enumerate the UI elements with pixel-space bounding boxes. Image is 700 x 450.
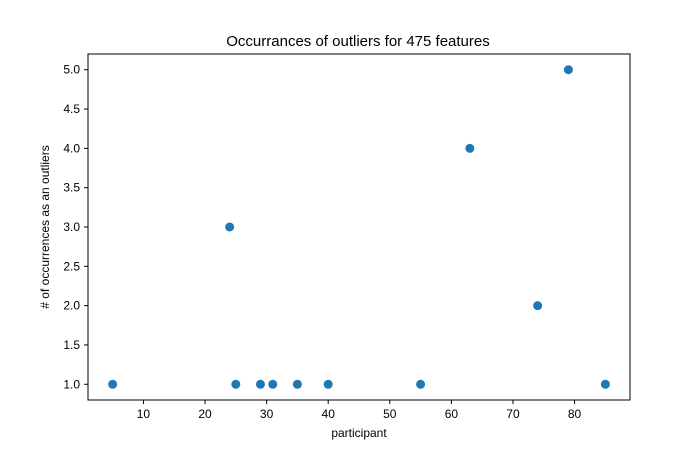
data-point: [563, 65, 573, 75]
y-tick-label: 4.0: [63, 141, 80, 155]
x-tick-label: 40: [322, 407, 336, 421]
x-tick-label: 60: [445, 407, 459, 421]
ticks-layer: 10 20 30 40 50 60 70 80 1.0 1.5 2.0 2.5 3.0 3.5 4.0 4.5…: [63, 63, 581, 421]
data-point: [416, 379, 426, 389]
data-point: [465, 143, 475, 153]
plot-frame: [87, 53, 631, 401]
y-tick-label: 4.5: [63, 102, 80, 116]
data-point: [231, 379, 241, 389]
x-tick-label: 10: [137, 407, 151, 421]
x-tick-label: 80: [568, 407, 582, 421]
y-axis-label: # of occurrences as an outliers: [38, 145, 52, 308]
data-point: [292, 379, 302, 389]
data-point: [323, 379, 333, 389]
y-tick-label: 5.0: [63, 63, 80, 77]
x-tick-label: 20: [198, 407, 212, 421]
data-point: [225, 222, 235, 232]
y-tick-label: 1.0: [63, 377, 80, 391]
x-tick-label: 30: [260, 407, 274, 421]
y-tick-label: 1.5: [63, 338, 80, 352]
data-point: [533, 301, 543, 311]
y-tick-label: 3.0: [63, 220, 80, 234]
y-tick-label: 2.5: [63, 259, 80, 273]
data-point: [255, 379, 265, 389]
chart-title: Occurrances of outliers for 475 features: [226, 33, 489, 50]
x-tick-label: 50: [383, 407, 397, 421]
data-point: [600, 379, 610, 389]
x-tick-label: 70: [506, 407, 520, 421]
y-tick-label: 3.5: [63, 181, 80, 195]
x-axis-label: participant: [331, 426, 387, 440]
data-point: [268, 379, 278, 389]
y-tick-label: 2.0: [63, 299, 80, 313]
data-point: [108, 379, 118, 389]
points-layer: [108, 65, 610, 389]
